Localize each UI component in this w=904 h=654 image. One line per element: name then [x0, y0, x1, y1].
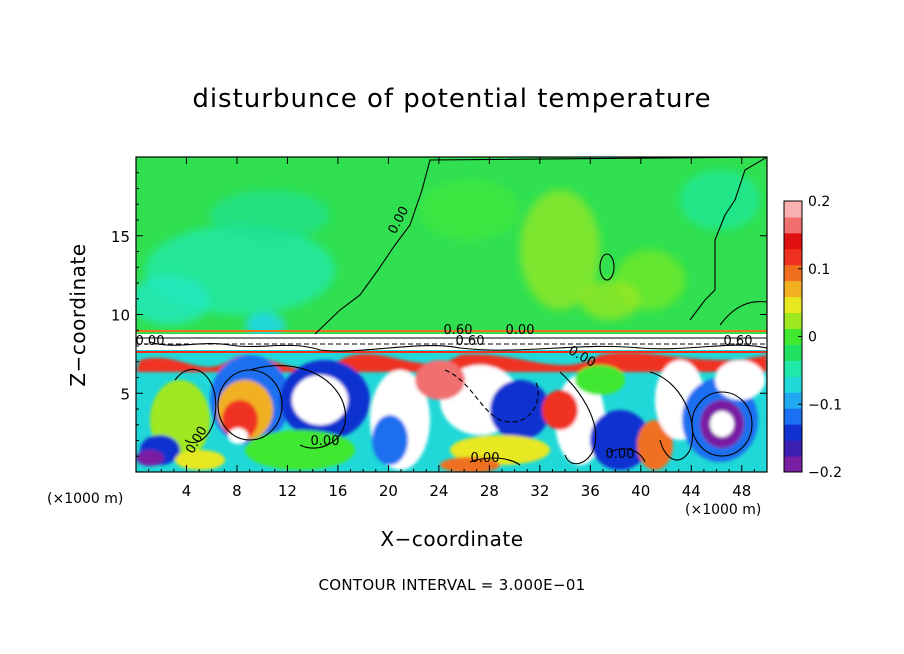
colorbar-segment [784, 392, 802, 409]
x-tick-label: 40 [631, 482, 650, 500]
colorbar-segment [784, 344, 802, 361]
x-tick-label: 28 [480, 482, 499, 500]
contour-label: 0.60 [444, 323, 473, 338]
contour-label: 0.00 [506, 323, 535, 338]
x-tick-label: 12 [278, 482, 297, 500]
colorbar-tick-label: 0 [808, 330, 817, 346]
x-tick-label: 32 [530, 482, 549, 500]
colorbar-tick-label: −0.1 [808, 397, 842, 413]
x-unit-label-left: (×1000 m) [47, 491, 124, 507]
contour-label: 0.60 [724, 334, 753, 349]
colorbar-segment [784, 312, 802, 330]
contour-interval-note: CONTOUR INTERVAL = 3.000E−01 [318, 576, 586, 594]
colorbar-segment [784, 232, 802, 250]
x-axis-label: X−coordinate [380, 527, 524, 551]
contour-label: 0.00 [606, 447, 635, 462]
temperature-field [136, 157, 767, 472]
x-tick-label: 4 [182, 482, 192, 500]
contour-label: 0.00 [136, 334, 165, 349]
colorbar-segment [784, 408, 802, 425]
chart-title: disturbunce of potential temperature [192, 84, 712, 114]
y-tick-label: 5 [120, 385, 130, 403]
colorbar-tick-label: −0.2 [808, 465, 842, 481]
colorbar-segment [784, 360, 802, 377]
colorbar-segment [784, 456, 802, 473]
y-tick-label: 15 [111, 228, 130, 246]
contour-label: 0.60 [456, 334, 485, 349]
colorbar-segment [784, 248, 802, 266]
y-tick-label: 10 [111, 307, 130, 325]
colorbar-segment [784, 264, 802, 282]
x-axis: 4 8 12 16 20 24 28 32 36 40 44 48 [148, 157, 755, 500]
x-tick-label: 44 [682, 482, 701, 500]
colorbar-segment [784, 216, 802, 234]
contour-label: 0.00 [311, 434, 340, 449]
colorbar-segment [784, 328, 802, 345]
x-tick-label: 16 [328, 482, 347, 500]
y-axis: 5 10 15 [111, 172, 767, 457]
x-tick-label: 24 [429, 482, 448, 500]
colorbar-tick-label: 0.2 [808, 194, 830, 210]
colorbar-segment [784, 440, 802, 457]
x-tick-label: 20 [379, 482, 398, 500]
contour-label: 0.00 [471, 451, 500, 466]
x-unit-label-right: (×1000 m) [685, 502, 762, 518]
x-tick-label: 36 [581, 482, 600, 500]
colorbar-segment [784, 296, 802, 314]
colorbar-segment [784, 424, 802, 441]
x-tick-label: 48 [732, 482, 751, 500]
x-tick-label: 8 [232, 482, 242, 500]
colorbar-segment [784, 376, 802, 393]
colorbar-segment [784, 201, 802, 218]
colorbar-tick-label: 0.1 [808, 262, 830, 278]
colorbar: 0.2 0.1 0 −0.1 −0.2 [783, 194, 842, 481]
colorbar-segment [784, 280, 802, 298]
